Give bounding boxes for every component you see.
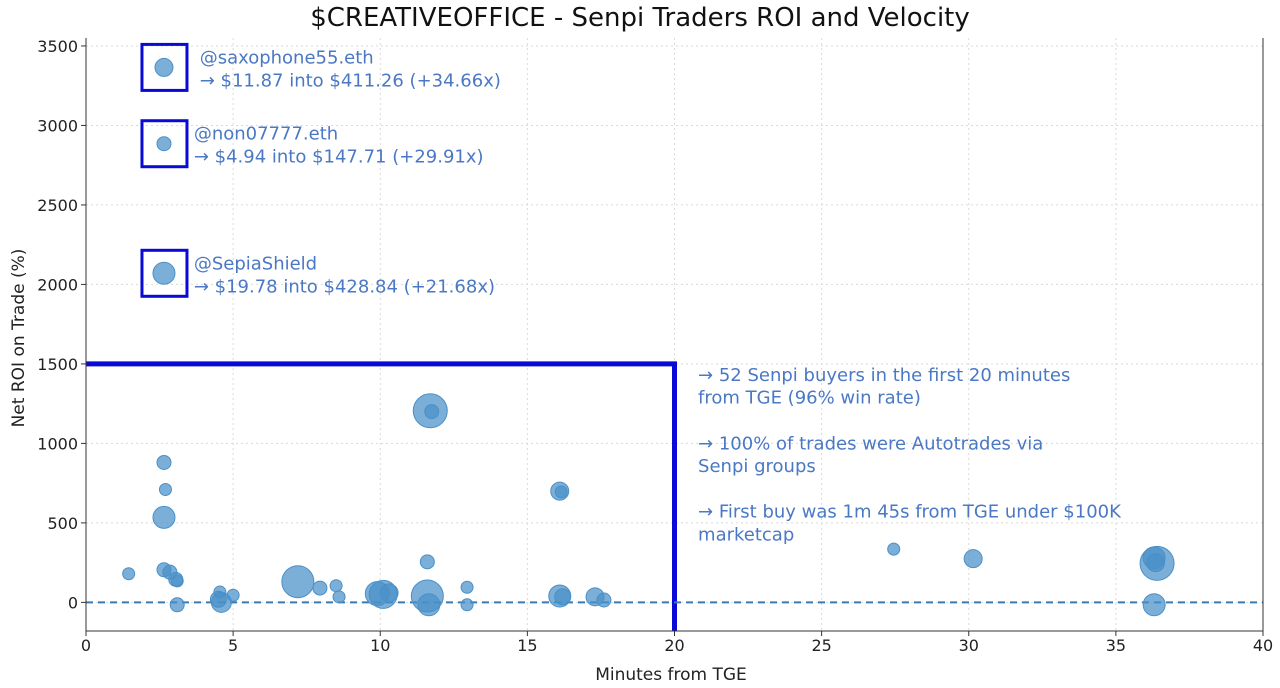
x-tick-label: 40 xyxy=(1253,636,1273,655)
tick-labels: 0 5 10 15 20 25 30 35 40 0 500 1000 1500 2000 2500 3000… xyxy=(37,37,1273,655)
data-point xyxy=(379,583,399,603)
data-point xyxy=(152,261,176,285)
x-tick-label: 25 xyxy=(811,636,831,655)
data-point xyxy=(887,542,901,556)
x-axis-title: Minutes from TGE xyxy=(595,665,747,685)
x-tick-label: 5 xyxy=(228,636,238,655)
data-point xyxy=(281,565,315,599)
y-tick-label: 1000 xyxy=(37,434,78,453)
data-point xyxy=(424,404,440,420)
data-point xyxy=(226,588,240,602)
y-tick-label: 500 xyxy=(47,514,78,533)
y-tick-label: 3500 xyxy=(37,37,78,56)
highlight-box xyxy=(140,119,189,169)
data-point xyxy=(417,593,441,617)
y-axis-title: Net ROI on Trade (%) xyxy=(9,249,29,428)
x-tick-label: 0 xyxy=(81,636,91,655)
data-point xyxy=(460,580,474,594)
data-point xyxy=(1139,545,1175,581)
callout-handle: @saxophone55.eth xyxy=(200,47,374,68)
data-point xyxy=(963,549,983,569)
note-line: Senpi groups xyxy=(698,456,816,477)
data-point xyxy=(596,592,612,608)
note-line: from TGE (96% win rate) xyxy=(698,388,921,409)
data-point xyxy=(554,485,568,499)
callout-handle: @non07777.eth xyxy=(194,124,338,145)
note-line: → 52 Senpi buyers in the first 20 minute… xyxy=(698,365,1070,386)
callout-handle: @SepiaShield xyxy=(194,253,317,274)
data-point xyxy=(122,567,136,581)
data-point xyxy=(169,597,185,613)
data-point xyxy=(210,591,232,613)
note-line: marketcap xyxy=(698,525,794,546)
data-point xyxy=(312,580,328,596)
data-point xyxy=(152,505,176,529)
y-tick-label: 2500 xyxy=(37,196,78,215)
x-tick-label: 30 xyxy=(959,636,979,655)
data-point xyxy=(329,579,343,593)
callout-detail: → $11.87 into $411.26 (+34.66x) xyxy=(200,70,501,91)
data-point xyxy=(170,574,184,588)
annotations: @saxophone55.eth→ $11.87 into $411.26 (+… xyxy=(194,47,1122,545)
x-tick-label: 35 xyxy=(1106,636,1126,655)
y-tick-label: 1500 xyxy=(37,355,78,374)
data-point xyxy=(332,590,346,604)
data-point xyxy=(554,588,572,606)
callout-detail: → $4.94 into $147.71 (+29.91x) xyxy=(194,147,484,168)
points-layer xyxy=(122,57,1175,617)
y-tick-label: 2000 xyxy=(37,275,78,294)
highlight-box xyxy=(140,42,189,92)
note-line: → 100% of trades were Autotrades via xyxy=(698,433,1043,454)
chart-title: $CREATIVEOFFICE - Senpi Traders ROI and … xyxy=(310,3,970,33)
callout-detail: → $19.78 into $428.84 (+21.68x) xyxy=(194,276,495,297)
x-tick-label: 15 xyxy=(517,636,537,655)
data-point xyxy=(1142,593,1166,617)
data-point xyxy=(156,454,172,470)
data-point xyxy=(156,136,172,152)
data-point xyxy=(460,598,474,612)
highlight-layer xyxy=(86,42,677,631)
x-tick-label: 10 xyxy=(370,636,390,655)
y-tick-label: 0 xyxy=(68,593,78,612)
highlight-box xyxy=(140,248,189,298)
x-tick-label: 20 xyxy=(664,636,684,655)
data-point xyxy=(154,57,174,77)
note-line: → First buy was 1m 45s from TGE under $1… xyxy=(698,502,1122,523)
y-tick-label: 3000 xyxy=(37,116,78,135)
data-point xyxy=(158,483,172,497)
data-point xyxy=(419,554,435,570)
highlight-region-outline xyxy=(86,361,677,631)
